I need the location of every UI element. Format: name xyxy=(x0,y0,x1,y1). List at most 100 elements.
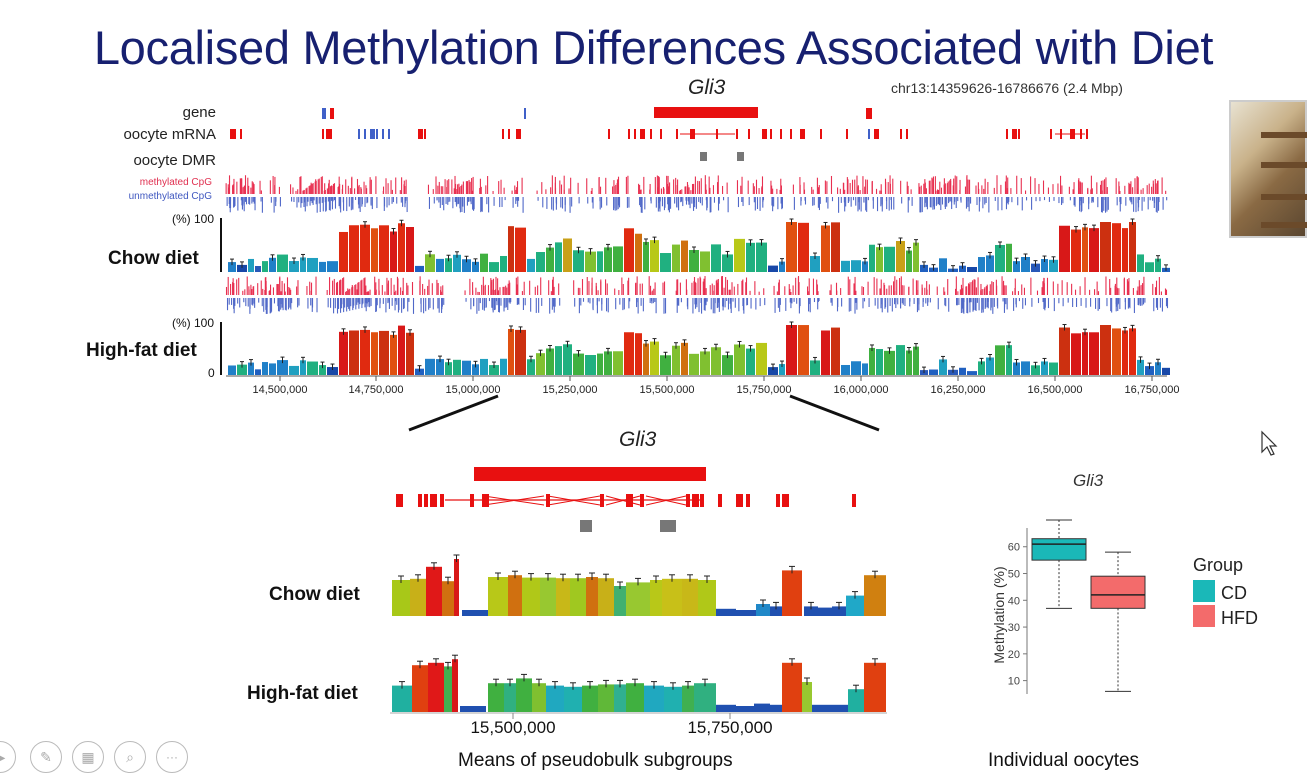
chow-top-bar xyxy=(1049,259,1058,272)
gene-feature xyxy=(330,108,334,119)
hfd-top-bar xyxy=(445,362,452,375)
chow-top-bar xyxy=(1082,227,1088,272)
chow-zoom-bar xyxy=(556,578,570,616)
hfd-top-bar xyxy=(959,367,966,375)
chow-top-bar xyxy=(300,257,306,272)
hfd-zoom-bar xyxy=(782,662,802,712)
hfd-top-bar xyxy=(841,364,850,375)
mrna-feature xyxy=(820,129,822,139)
hfd-top-bar xyxy=(722,355,733,375)
mrna-feature xyxy=(502,129,504,139)
hfd-top-bar xyxy=(604,351,612,375)
hfd-zoom-bar xyxy=(582,685,598,712)
chow-top-bar xyxy=(349,225,359,272)
chow-top-bar xyxy=(613,246,623,272)
boxplot-y-tick-label: 40 xyxy=(1008,595,1020,607)
zoom-intron-chevron xyxy=(547,495,601,506)
top-axis-label: 15,750,000 xyxy=(736,384,791,396)
chow-zoom-bar xyxy=(410,578,426,616)
mrna-feature xyxy=(900,129,902,139)
hfd-top-bar xyxy=(672,345,680,375)
chow-top-bar xyxy=(876,247,883,272)
chow-top-bar xyxy=(228,262,236,272)
zoom-icon[interactable]: ⌕ xyxy=(114,741,146,773)
hfd-top-bar xyxy=(436,359,444,375)
zoom-mrna-exon xyxy=(746,494,750,507)
pen-icon[interactable]: ✎ xyxy=(30,741,62,773)
hfd-top-bar xyxy=(300,360,306,375)
mrna-feature xyxy=(240,129,242,139)
hfd-top-bar xyxy=(643,343,649,375)
more-icon[interactable]: ··· xyxy=(156,741,188,773)
chow-top-bar xyxy=(527,258,535,272)
hfd-zoom-bar xyxy=(532,683,546,712)
webcam-thumbnail[interactable] xyxy=(1229,100,1307,238)
chow-top-bar xyxy=(1112,223,1121,272)
hfd-top-bar xyxy=(398,325,405,375)
slide-title: Localised Methylation Differences Associ… xyxy=(93,21,1214,74)
boxplot-box-cd xyxy=(1031,538,1087,561)
hfd-top-bar xyxy=(269,363,276,375)
hfd-top-bar xyxy=(597,353,603,375)
hfd-top-bar xyxy=(1122,330,1128,375)
mrna-feature xyxy=(628,129,630,139)
chow-top-bar xyxy=(307,257,318,272)
zoom-axis-label: 15,500,000 xyxy=(470,718,555,737)
chow-zoom-bar xyxy=(462,610,488,616)
chow-top-bar xyxy=(851,260,861,272)
boxplot-title: Gli3 xyxy=(1073,471,1104,490)
zoom-mrna-exon xyxy=(852,494,856,507)
chow-top-bar xyxy=(277,254,288,272)
hfd-top-bar xyxy=(756,342,767,375)
chow-top-bar xyxy=(1041,259,1048,272)
zoom-connector-right xyxy=(789,394,880,432)
chow-top-bar xyxy=(339,231,348,272)
hfd-top-bar xyxy=(746,348,755,375)
boxplot-y-label: Methylation (%) xyxy=(991,566,1007,663)
hfd-top-bar xyxy=(515,329,526,375)
top-axis-label: 15,000,000 xyxy=(445,384,500,396)
hfd-top-bar xyxy=(660,355,671,375)
hfd-top-bar xyxy=(319,365,326,375)
chow-top-bar xyxy=(643,241,649,272)
zoom-mrna-exon xyxy=(700,494,704,507)
chow-top-bar xyxy=(289,261,299,272)
boxplot-box-hfd xyxy=(1090,575,1146,609)
top-axis-label: 15,500,000 xyxy=(639,384,694,396)
mrna-feature xyxy=(516,129,521,139)
hfd-zoom-bar xyxy=(546,685,564,712)
track-label-dmr: oocyte DMR xyxy=(133,152,216,169)
mrna-feature xyxy=(762,129,767,139)
chow-zoom-bar xyxy=(782,570,802,616)
hfd-top-bar xyxy=(262,362,268,375)
hfd-top-bar xyxy=(939,359,947,375)
chow-top-bar xyxy=(573,250,584,272)
mrna-feature xyxy=(364,129,366,139)
hfd-top-bar xyxy=(1112,328,1121,375)
hfd-top-bar xyxy=(810,360,820,375)
chow-zoom-bar xyxy=(508,575,522,616)
mrna-feature xyxy=(660,129,662,139)
hfd-top-bar xyxy=(967,371,977,375)
chow-top-bar xyxy=(604,247,612,272)
chow-top-bar xyxy=(939,258,947,272)
chow-top-bar xyxy=(624,228,634,272)
legend-swatch-cd xyxy=(1193,580,1215,602)
hfd-top-bar xyxy=(546,348,554,375)
boxplot-y-tick-label: 10 xyxy=(1008,676,1020,688)
top-axis-label: 16,500,000 xyxy=(1027,384,1082,396)
hfd-top-bar xyxy=(1031,365,1040,375)
zoom-mrna-exon xyxy=(430,494,437,507)
mrna-feature xyxy=(508,129,510,139)
chow-top-bar xyxy=(563,238,572,272)
hfd-top-bar xyxy=(472,364,479,375)
hfd-zoom-bar xyxy=(754,703,770,712)
zoom-gene-name: Gli3 xyxy=(619,428,657,451)
dmr-block xyxy=(700,152,707,161)
slides-icon[interactable]: ▦ xyxy=(72,741,104,773)
hfd-top-bar xyxy=(339,331,348,375)
zoom-mrna-exon xyxy=(396,494,403,507)
mrna-feature xyxy=(676,129,678,139)
legend-title: Group xyxy=(1193,555,1244,575)
chow-top-bar xyxy=(1137,254,1144,272)
